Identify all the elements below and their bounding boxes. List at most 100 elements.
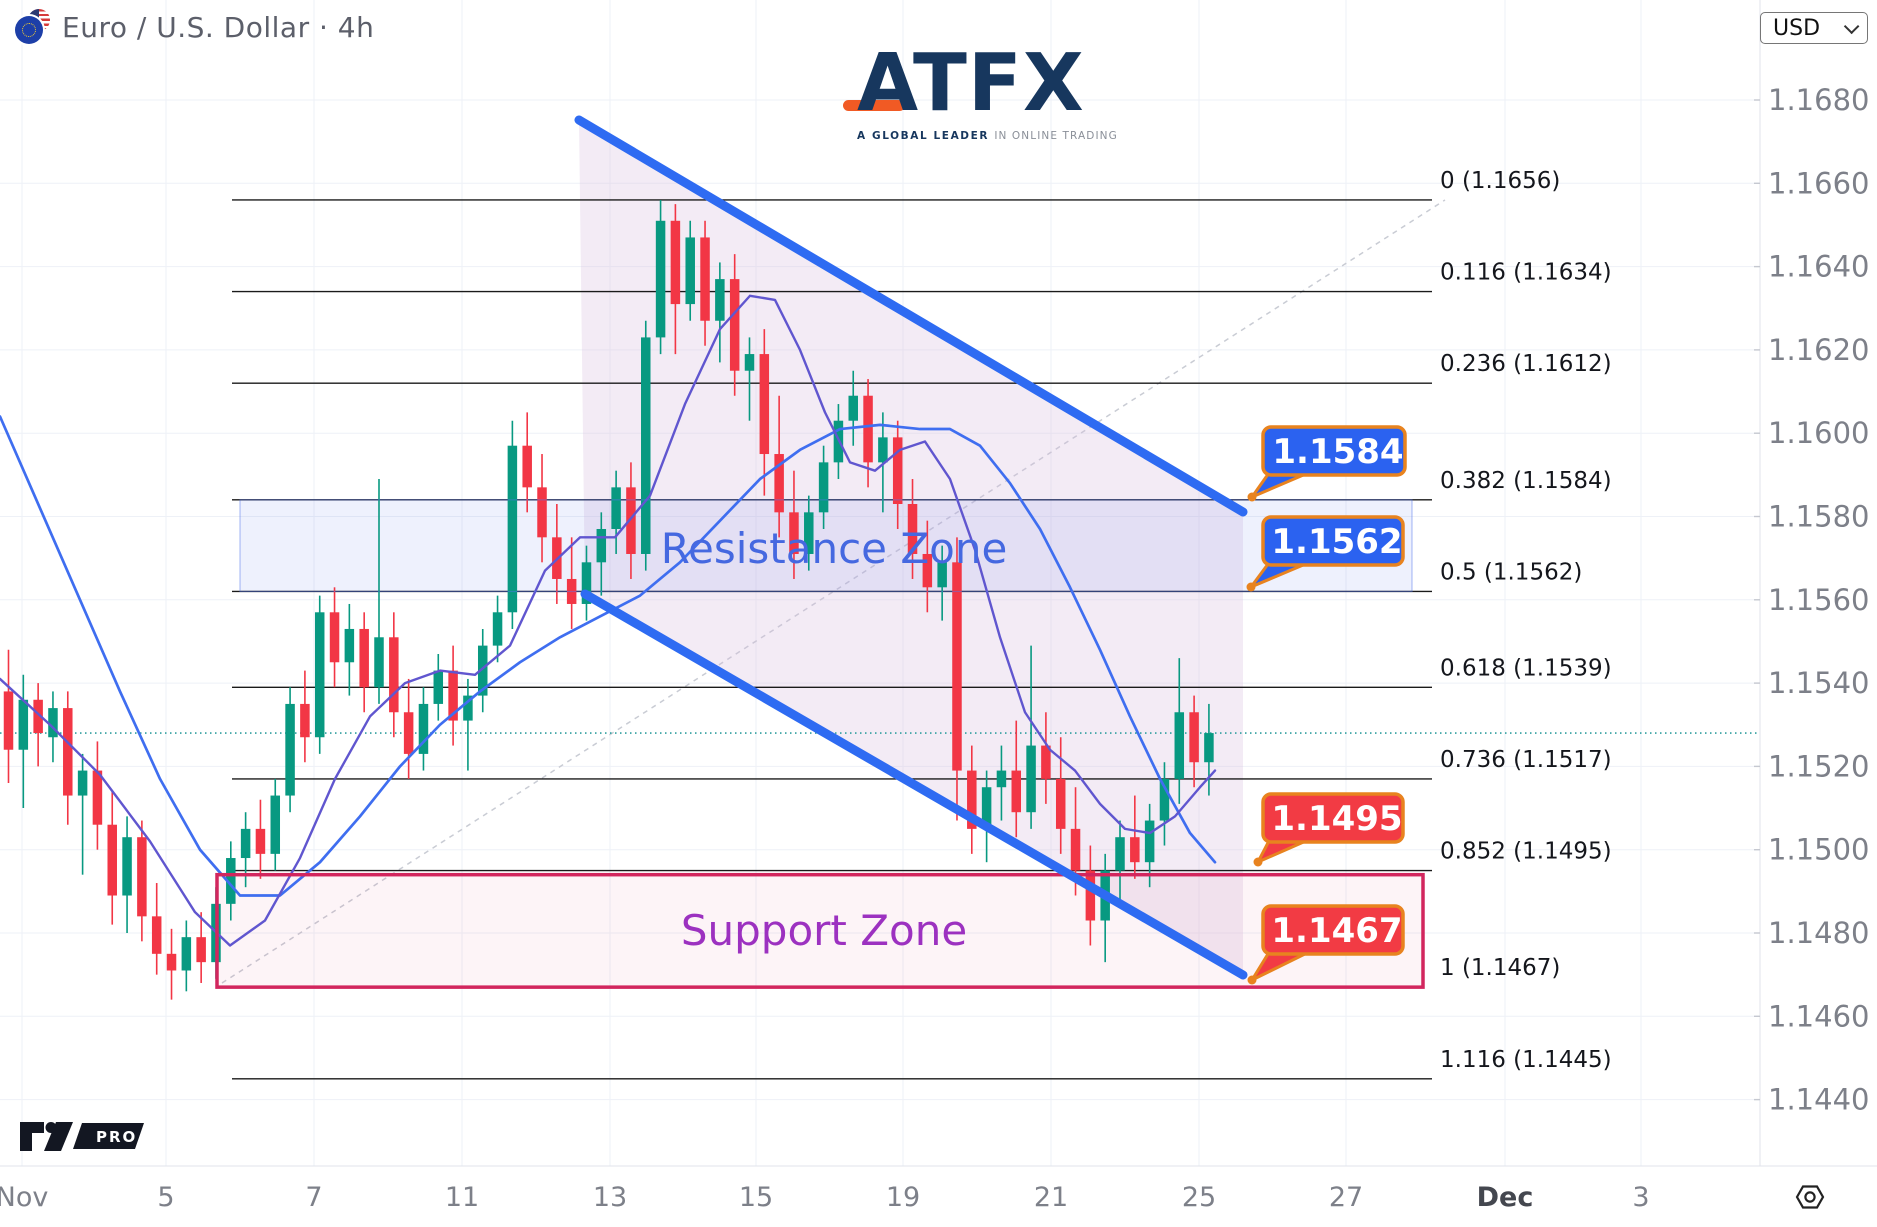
price-axis-label[interactable]: 1.1560 xyxy=(1768,583,1869,617)
support-zone-border[interactable] xyxy=(215,872,1425,989)
price-callout-label: 1.1562 xyxy=(1271,522,1402,562)
price-callout-label: 1.1495 xyxy=(1271,799,1402,839)
time-axis-label[interactable]: 11 xyxy=(445,1182,479,1213)
time-axis-label[interactable]: 27 xyxy=(1329,1182,1363,1213)
price-axis-label[interactable]: 1.1680 xyxy=(1768,83,1869,117)
candle-body xyxy=(1204,733,1214,763)
candle-body xyxy=(1159,778,1170,821)
fib-level-label: 1 (1.1467) xyxy=(1440,955,1560,981)
candle-body xyxy=(18,699,29,750)
callout-anchor-dot xyxy=(1253,857,1263,867)
time-axis-label[interactable]: 15 xyxy=(739,1182,773,1213)
candle-body xyxy=(1011,770,1022,813)
currency-selector[interactable]: USD xyxy=(1760,12,1868,44)
time-axis-label[interactable]: 7 xyxy=(305,1182,322,1213)
candle-body xyxy=(92,770,103,825)
candle-body xyxy=(3,691,14,750)
atfx-logo: ATFX A GLOBAL LEADER IN ONLINE TRADING xyxy=(843,44,1117,142)
chevron-down-icon xyxy=(1843,18,1860,34)
ma-slow-line[interactable] xyxy=(0,415,1217,897)
price-callout-box[interactable] xyxy=(1261,904,1405,956)
candle-body xyxy=(359,628,369,688)
price-axis-label[interactable]: 1.1520 xyxy=(1768,749,1869,783)
candle-body xyxy=(700,237,710,321)
candle-body xyxy=(433,670,444,704)
candle-body xyxy=(122,837,132,896)
candle-body xyxy=(641,337,651,554)
candle-body xyxy=(967,770,977,829)
time-axis-label[interactable]: 21 xyxy=(1034,1182,1068,1213)
fib-level-label: 0.852 (1.1495) xyxy=(1440,839,1612,865)
resistance-zone-border[interactable] xyxy=(239,499,1413,593)
candle-body xyxy=(789,512,799,554)
candle-body xyxy=(33,699,43,734)
candle-body xyxy=(670,220,681,305)
price-axis-label[interactable]: 1.1660 xyxy=(1768,166,1869,200)
candle-body xyxy=(344,628,355,663)
price-axis-label[interactable]: 1.1480 xyxy=(1768,916,1869,950)
candle-body xyxy=(581,562,592,604)
price-axis-label[interactable]: 1.1580 xyxy=(1768,500,1869,534)
ma-fast-line[interactable] xyxy=(0,294,1217,947)
candle-body xyxy=(774,454,784,513)
price-callout-box[interactable] xyxy=(1261,792,1405,844)
time-axis-label[interactable]: Nov xyxy=(0,1182,48,1213)
channel-upper-line[interactable] xyxy=(574,115,1248,517)
candle-body xyxy=(448,670,458,721)
candle-body xyxy=(952,562,962,771)
fib-level-label: 0.236 (1.1612) xyxy=(1440,351,1612,377)
candle-body xyxy=(300,703,310,738)
time-axis-label[interactable]: 19 xyxy=(886,1182,920,1213)
candle-body xyxy=(566,578,577,604)
support-zone-fill[interactable] xyxy=(217,874,1423,988)
price-axis-label[interactable]: 1.1620 xyxy=(1768,333,1869,367)
candle-body xyxy=(1085,870,1096,921)
callout-anchor-dot xyxy=(1246,582,1256,592)
time-axis-label[interactable]: 13 xyxy=(593,1182,627,1213)
fib-level-label: 0.116 (1.1634) xyxy=(1440,260,1612,286)
candle-body xyxy=(537,487,547,538)
fib-level-label: 0.618 (1.1539) xyxy=(1440,655,1612,681)
candle-body xyxy=(492,612,503,646)
price-axis-label[interactable]: 1.1440 xyxy=(1768,1083,1869,1117)
candle-body xyxy=(63,708,73,796)
candle-body xyxy=(285,703,295,796)
price-axis-label[interactable]: 1.1600 xyxy=(1768,416,1869,450)
candle-body xyxy=(1041,745,1051,779)
atfx-logo-accent-bar xyxy=(843,100,905,111)
tradingview-pro-logo[interactable]: PRO xyxy=(18,1118,148,1154)
price-axis-label[interactable]: 1.1640 xyxy=(1768,250,1869,284)
atfx-tagline-rest: IN ONLINE TRADING xyxy=(994,130,1118,142)
candle-body xyxy=(77,770,88,796)
channel-lower-line[interactable] xyxy=(580,589,1248,980)
currency-selector-value: USD xyxy=(1773,15,1821,41)
resistance-zone-fill[interactable] xyxy=(240,499,1412,592)
candle-body xyxy=(1174,712,1185,779)
candle-body xyxy=(314,612,325,738)
callout-anchor-dot xyxy=(1247,975,1257,985)
price-axis-label[interactable]: 1.1500 xyxy=(1768,833,1869,867)
candle-body xyxy=(403,712,414,754)
candle-body xyxy=(418,703,429,754)
time-axis-label[interactable]: 3 xyxy=(1632,1182,1649,1213)
time-axis-label[interactable]: 25 xyxy=(1182,1182,1216,1213)
candle-body xyxy=(892,437,903,505)
atfx-logo-tagline: A GLOBAL LEADER IN ONLINE TRADING xyxy=(857,130,1117,142)
price-callout-box[interactable] xyxy=(1261,515,1405,567)
candle-body xyxy=(522,445,532,488)
price-axis-label[interactable]: 1.1460 xyxy=(1768,999,1869,1033)
candle-body xyxy=(137,837,147,917)
settings-icon[interactable] xyxy=(1791,1178,1829,1216)
candle-body xyxy=(863,395,873,463)
candle-body xyxy=(996,770,1007,788)
callout-anchor-dot xyxy=(1247,492,1257,502)
time-axis-label[interactable]: Dec xyxy=(1477,1182,1534,1213)
price-callout-label: 1.1467 xyxy=(1271,911,1402,951)
price-axis-label[interactable]: 1.1540 xyxy=(1768,666,1869,700)
candle-body xyxy=(804,512,814,554)
time-axis-label[interactable]: 5 xyxy=(157,1182,174,1213)
candle-body xyxy=(818,462,829,513)
candle-body xyxy=(729,279,740,371)
price-callout-box[interactable] xyxy=(1261,425,1407,477)
